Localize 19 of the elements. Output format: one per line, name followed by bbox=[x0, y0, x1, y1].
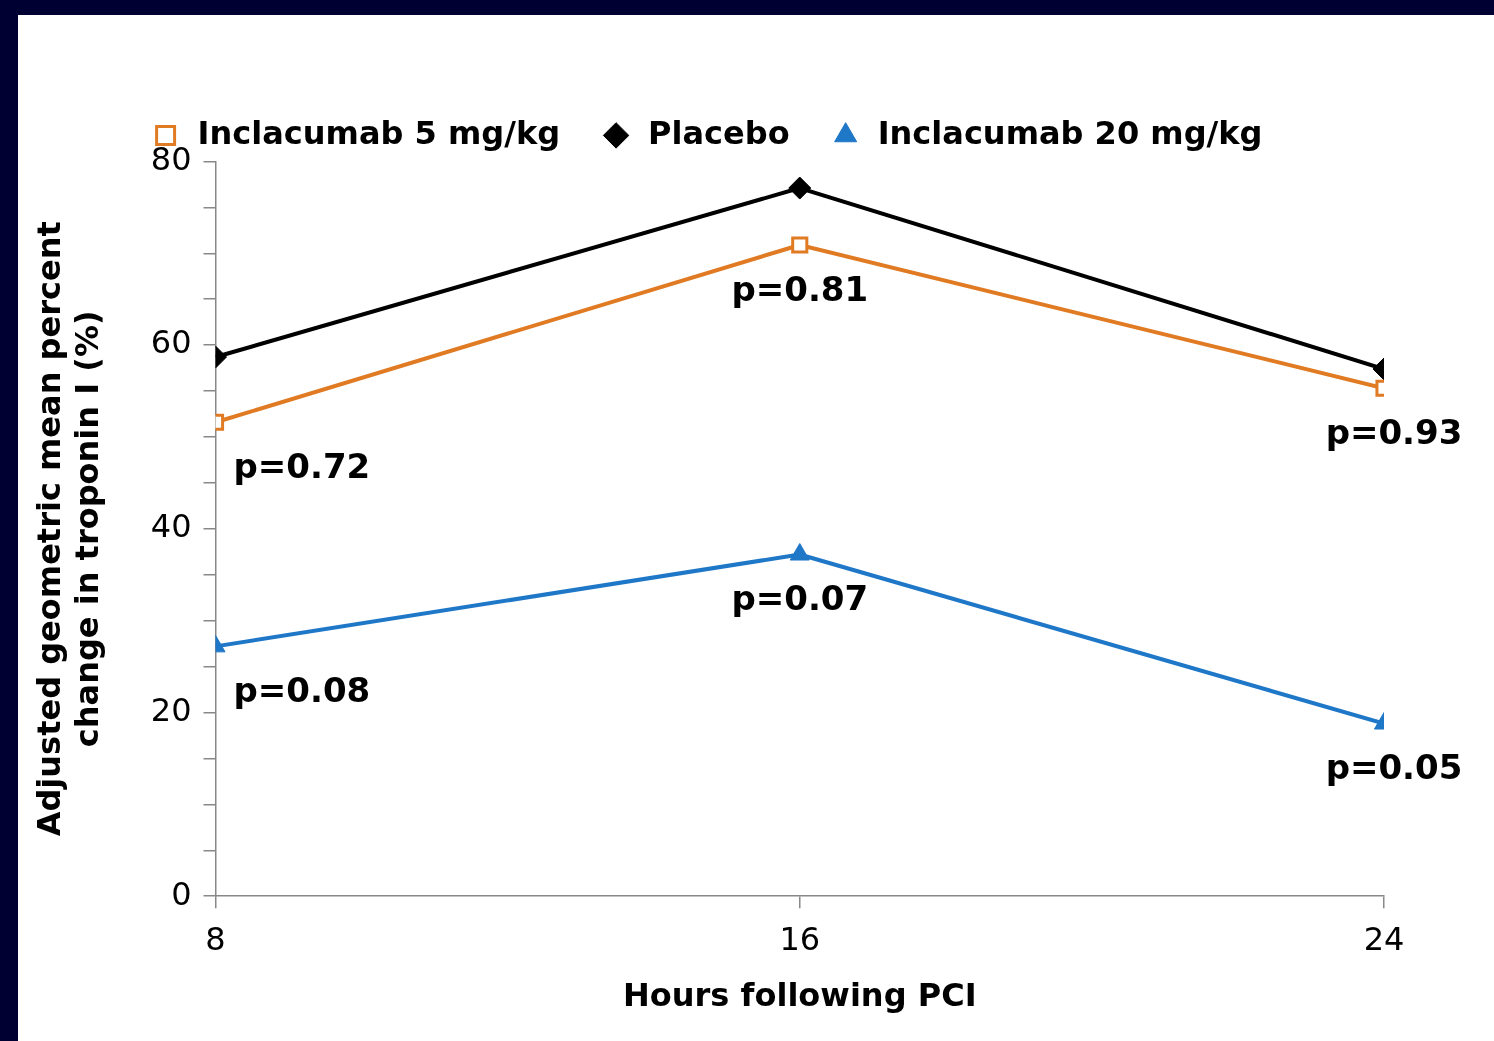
y-tick-label: 20 bbox=[150, 690, 192, 729]
annotation: p=0.93 bbox=[1325, 412, 1463, 453]
annotation: p=0.07 bbox=[731, 578, 869, 619]
annotation: p=0.08 bbox=[233, 670, 371, 711]
y-tick-label: 60 bbox=[150, 323, 192, 362]
annotation: p=0.72 bbox=[233, 446, 371, 487]
annotation: p=0.05 bbox=[1325, 747, 1463, 788]
y-tick-label: 0 bbox=[171, 874, 192, 913]
x-tick-label: 24 bbox=[1363, 919, 1405, 958]
y-axis-title: Adjusted geometric mean percent change in troponin I (%) bbox=[29, 221, 106, 837]
legend-label: Inclacumab 5 mg/kg bbox=[197, 113, 561, 152]
legend-label: Inclacumab 20 mg/kg bbox=[877, 113, 1263, 152]
legend-label: Placebo bbox=[648, 113, 790, 152]
annotation: p=0.81 bbox=[731, 268, 869, 309]
x-tick-label: 8 bbox=[205, 919, 226, 958]
y-tick-label: 80 bbox=[150, 139, 192, 178]
x-tick-label: 16 bbox=[779, 919, 821, 958]
x-axis-title: Hours following PCI bbox=[622, 976, 977, 1015]
y-tick-label: 40 bbox=[150, 507, 192, 546]
